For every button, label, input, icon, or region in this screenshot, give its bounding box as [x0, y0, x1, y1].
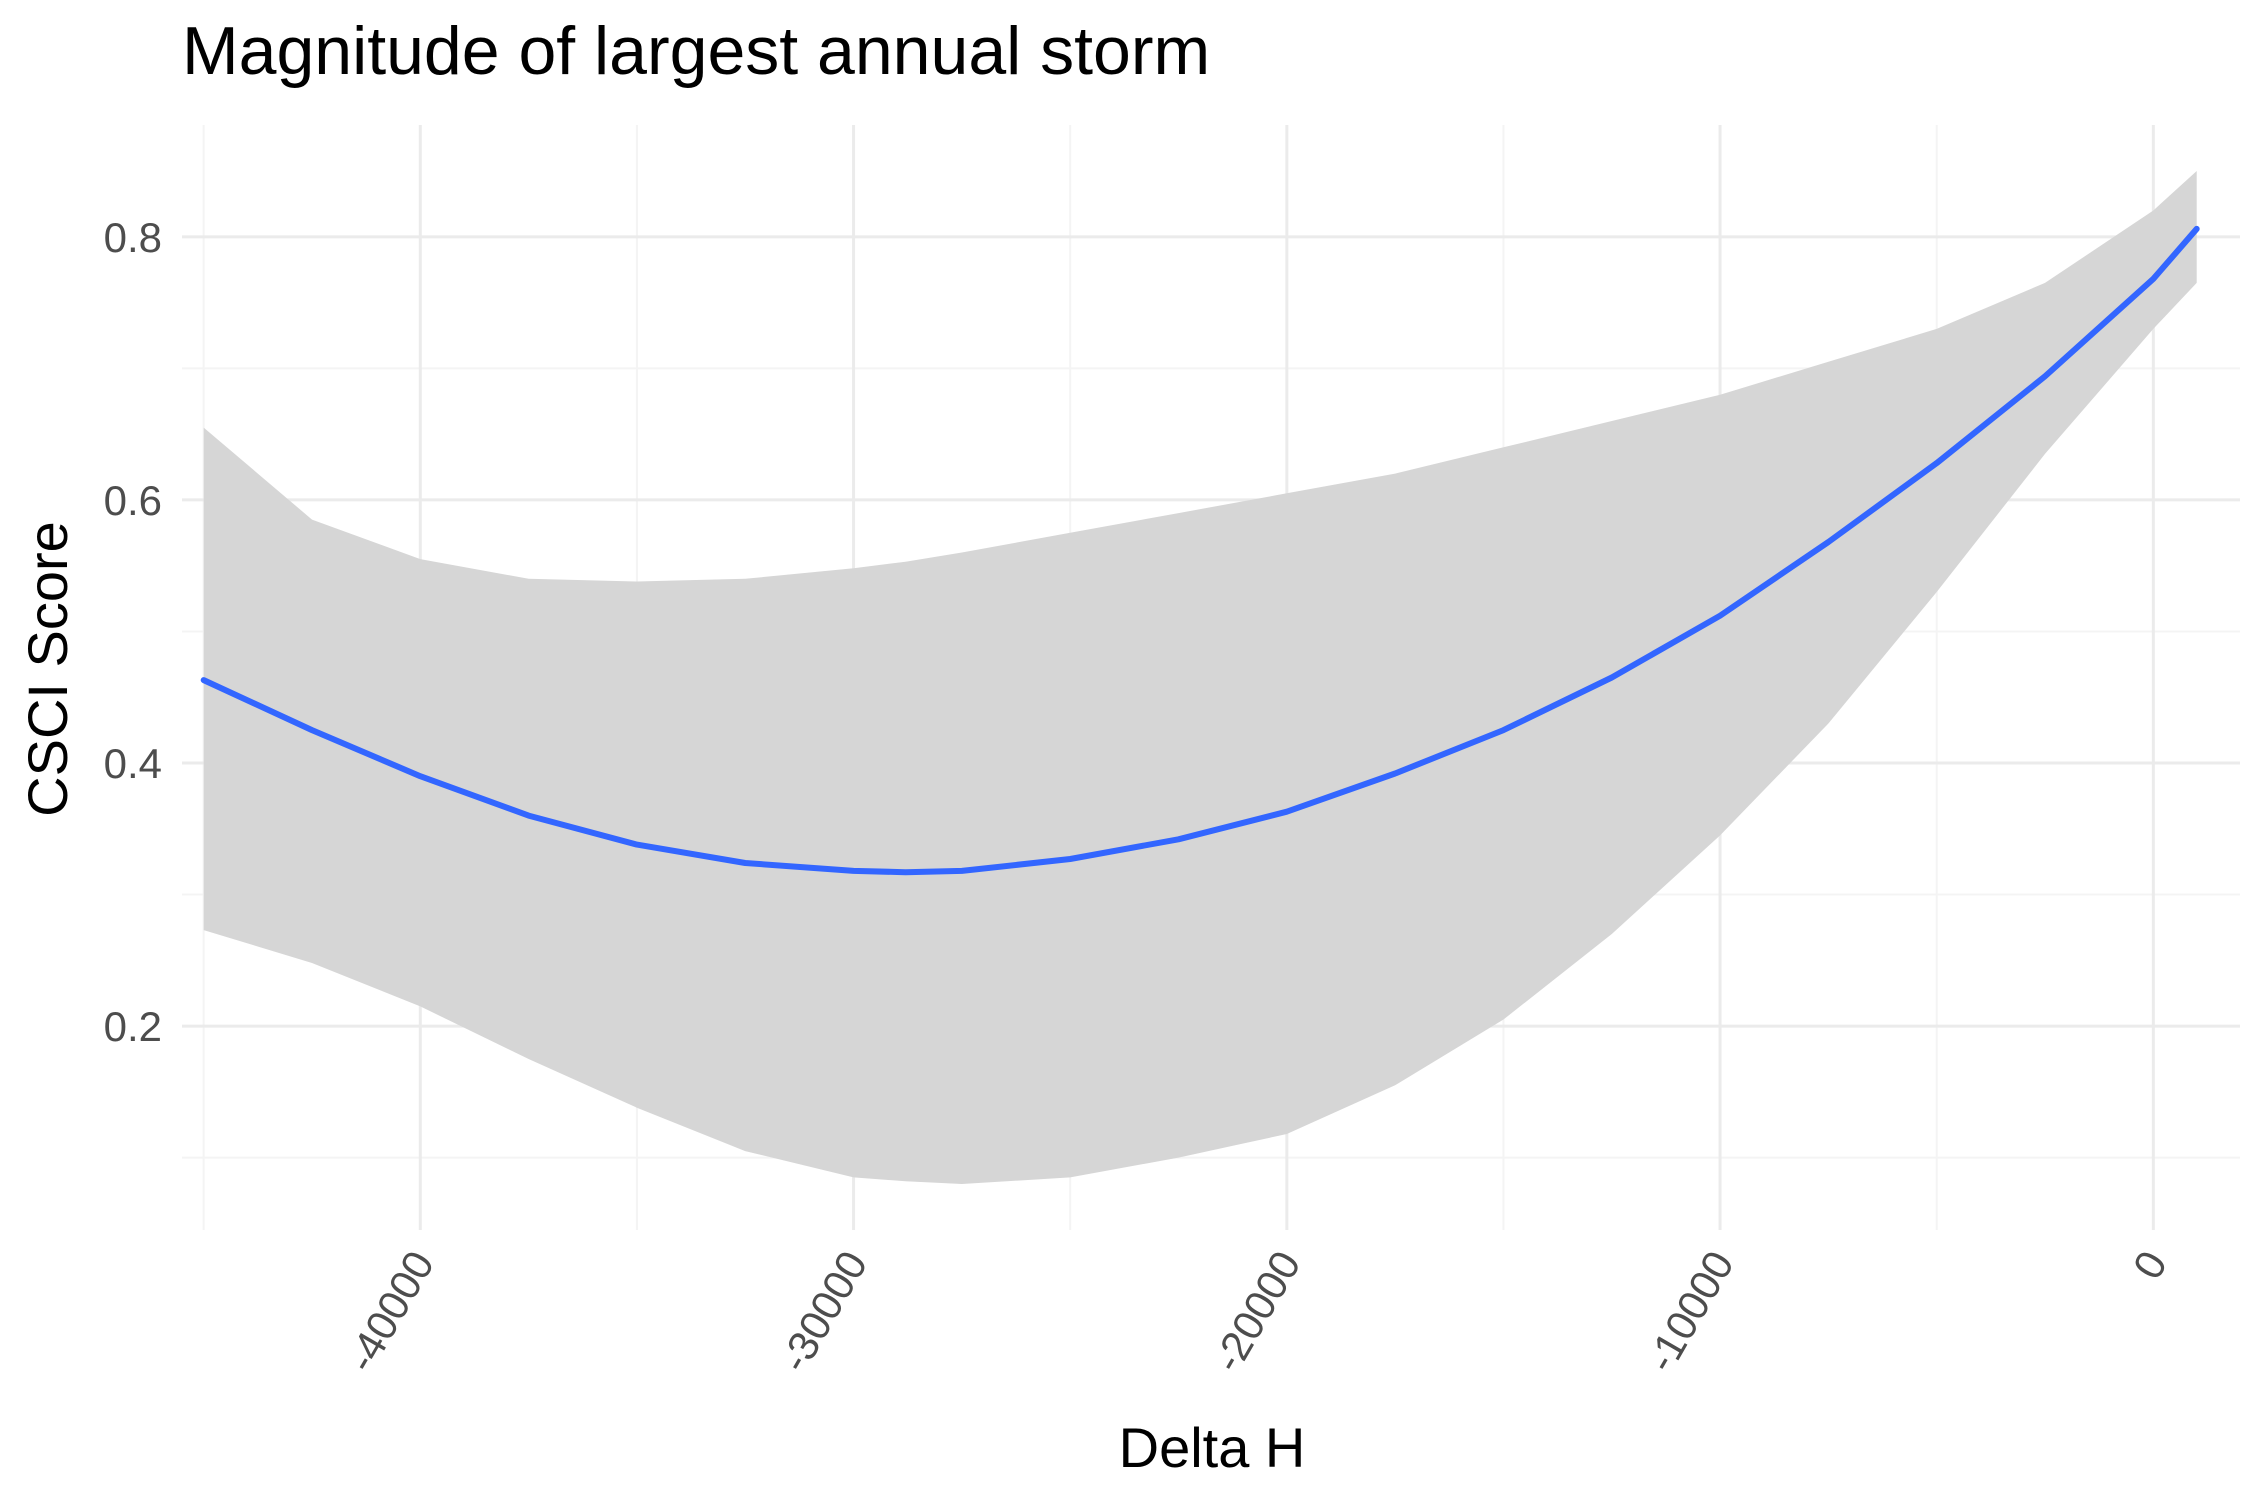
x-tick-label-2: -20000: [1204, 1243, 1310, 1380]
y-tick-label-0: 0.2: [104, 1003, 162, 1050]
x-tick-labels: -40000 -30000 -20000 -10000 0: [337, 1243, 2176, 1380]
y-tick-labels: 0.2 0.4 0.6 0.8: [104, 214, 162, 1050]
x-tick-label-1: -30000: [770, 1243, 876, 1380]
y-tick-label-3: 0.8: [104, 214, 162, 261]
x-tick-label-0: -40000: [337, 1243, 443, 1380]
confidence-ribbon: [203, 171, 2197, 1184]
y-tick-label-2: 0.6: [104, 477, 162, 524]
smooth-fit-line: [200, 225, 2200, 876]
x-axis-title: Delta H: [1119, 1416, 1306, 1479]
x-tick-label-3: -10000: [1637, 1243, 1743, 1380]
y-tick-label-1: 0.4: [104, 740, 162, 787]
y-axis-title: CSCI Score: [16, 521, 79, 817]
x-tick-label-4: 0: [2124, 1243, 2176, 1287]
chart-title: Magnitude of largest annual storm: [182, 13, 1211, 89]
